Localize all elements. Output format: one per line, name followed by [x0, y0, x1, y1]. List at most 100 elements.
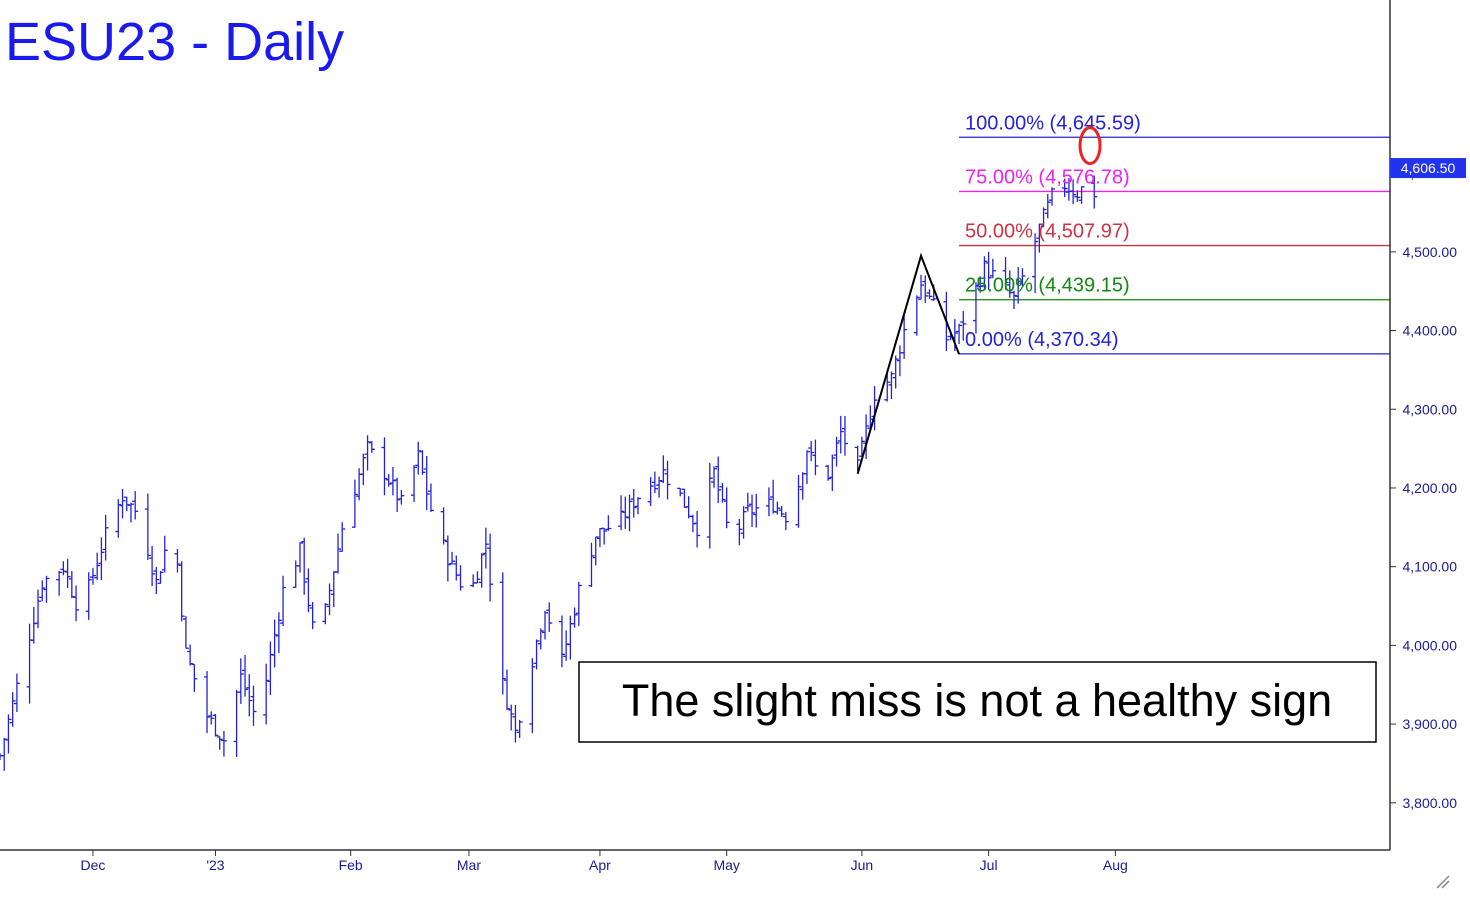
- price-bar: [812, 439, 819, 476]
- price-bar: [237, 658, 244, 704]
- price-bar: [601, 527, 608, 545]
- price-bar: [444, 535, 451, 582]
- price-bar: [1074, 190, 1081, 202]
- price-bar: [419, 450, 426, 475]
- price-bar: [1019, 268, 1026, 287]
- abc-pattern: [856, 252, 960, 475]
- price-bar: [706, 462, 713, 549]
- x-tick-label: Jul: [980, 857, 998, 873]
- price-bar: [1015, 266, 1022, 304]
- price-bar: [829, 454, 836, 491]
- price-bar: [630, 489, 637, 518]
- scroll-grip-icon[interactable]: [1436, 875, 1450, 889]
- price-bar: [901, 316, 908, 359]
- price-bar: [43, 575, 50, 603]
- price-bar: [334, 533, 341, 574]
- price-bar: [440, 507, 447, 545]
- x-tick-label: Dec: [80, 857, 105, 873]
- price-bar: [427, 483, 434, 512]
- price-bar: [503, 669, 510, 710]
- price-bar: [740, 506, 747, 539]
- price-bar: [381, 437, 388, 496]
- price-bar: [250, 685, 257, 726]
- price-bar: [719, 482, 726, 503]
- price-bar: [795, 474, 802, 528]
- price-bar: [913, 295, 920, 336]
- price-bar: [368, 441, 375, 453]
- price-bar: [394, 477, 401, 512]
- annotation-text: The slight miss is not a healthy sign: [622, 675, 1332, 726]
- price-bar: [339, 522, 346, 552]
- price-bar: [157, 570, 164, 584]
- price-bar: [9, 692, 16, 727]
- price-bar: [922, 275, 929, 303]
- price-bar: [778, 505, 785, 517]
- price-bar: [892, 355, 899, 389]
- price-bar: [1061, 178, 1068, 198]
- price-bar: [1044, 194, 1051, 219]
- price-bar: [1049, 187, 1056, 206]
- last-price-label: 4,606.50: [1401, 160, 1456, 176]
- price-bar: [537, 628, 544, 650]
- price-bar: [1002, 256, 1009, 290]
- price-bar: [575, 581, 582, 626]
- price-bar: [926, 289, 933, 299]
- price-bar: [1070, 179, 1077, 205]
- price-bar: [694, 510, 701, 548]
- fib-level-label: 25.00% (4,439.15): [965, 275, 1130, 297]
- price-bar: [888, 371, 895, 400]
- miss-highlight-ellipse: [1078, 126, 1102, 166]
- price-bar: [89, 567, 96, 585]
- price-bar: [660, 455, 667, 484]
- fib-labels: 100.00% (4,645.59) 75.00% (4,576.78) 50.00…: [965, 112, 1141, 351]
- price-bar: [360, 453, 367, 486]
- price-bar: [918, 274, 925, 300]
- price-bar: [618, 495, 625, 531]
- price-bar: [322, 602, 329, 625]
- price-bar: [309, 602, 316, 630]
- miss-highlight: [1078, 126, 1102, 166]
- price-bar: [161, 535, 168, 573]
- price-bar: [85, 572, 92, 620]
- price-bar: [1010, 290, 1017, 310]
- price-bar: [833, 436, 840, 467]
- last-price-badge: 4,606.50: [1390, 158, 1466, 179]
- price-bar: [174, 548, 181, 573]
- price-bar: [275, 612, 282, 654]
- x-tick-label: Aug: [1103, 857, 1128, 873]
- x-tick-label: Feb: [339, 857, 363, 873]
- fib-levels: [959, 136, 1390, 355]
- price-bar: [956, 323, 963, 345]
- price-bar: [664, 460, 671, 500]
- price-bar: [296, 542, 303, 573]
- price-bar: [626, 494, 633, 532]
- price-bar: [854, 445, 861, 472]
- price-bar: [56, 571, 63, 596]
- price-bar: [457, 565, 464, 591]
- price-bar: [242, 655, 249, 697]
- price-bar: [529, 658, 536, 734]
- y-tick-label: 4,400.00: [1403, 323, 1458, 339]
- price-bar: [487, 533, 494, 602]
- price-bar: [449, 551, 456, 565]
- price-bar: [884, 370, 891, 402]
- price-bar: [389, 467, 396, 496]
- price-bar: [558, 615, 565, 668]
- fib-level-label: 75.00% (4,576.78): [965, 166, 1130, 188]
- y-tick-label: 4,000.00: [1403, 637, 1458, 653]
- price-bar: [499, 572, 506, 695]
- price-bar: [508, 704, 515, 731]
- y-tick-label: 4,200.00: [1403, 480, 1458, 496]
- price-bar: [187, 644, 194, 666]
- price-bar: [364, 435, 371, 471]
- price-bar: [94, 552, 101, 580]
- price-bar: [326, 583, 333, 616]
- price-bar: [280, 575, 287, 626]
- price-bar: [132, 491, 139, 520]
- price-bar: [1032, 233, 1039, 294]
- y-tick-label: 4,300.00: [1403, 401, 1458, 417]
- price-bar: [212, 713, 219, 737]
- price-bar: [677, 487, 684, 497]
- price-bar: [989, 258, 996, 279]
- price-bar: [73, 585, 80, 622]
